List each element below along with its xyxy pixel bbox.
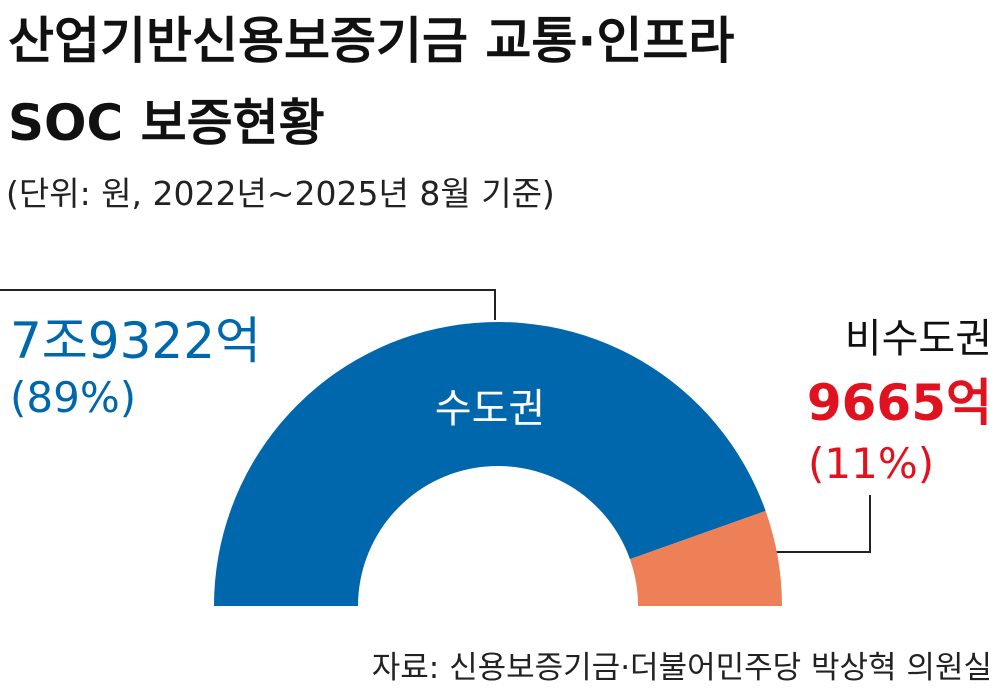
category-label: 수도권 xyxy=(435,386,545,432)
slice xyxy=(629,510,782,606)
source: 자료: 신용보증기금·더불어민주당 박상혁 의원실 xyxy=(372,650,992,686)
leader-line xyxy=(0,289,496,320)
category-label: 비수도권 xyxy=(845,316,992,362)
value-label: 7조9322억 xyxy=(10,312,261,370)
subtitle: (단위: 원, 2022년~2025년 8월 기준) xyxy=(6,174,555,213)
title-line: 산업기반신용보증기금 교통·인프라 xyxy=(8,12,734,70)
percent-label: (89%) xyxy=(10,373,136,422)
leader-line xyxy=(776,495,871,553)
slice xyxy=(214,322,766,606)
percent-label: (11%) xyxy=(808,439,934,488)
value-label: 9665억 xyxy=(807,374,992,432)
title-line: SOC 보증현황 xyxy=(8,94,325,152)
